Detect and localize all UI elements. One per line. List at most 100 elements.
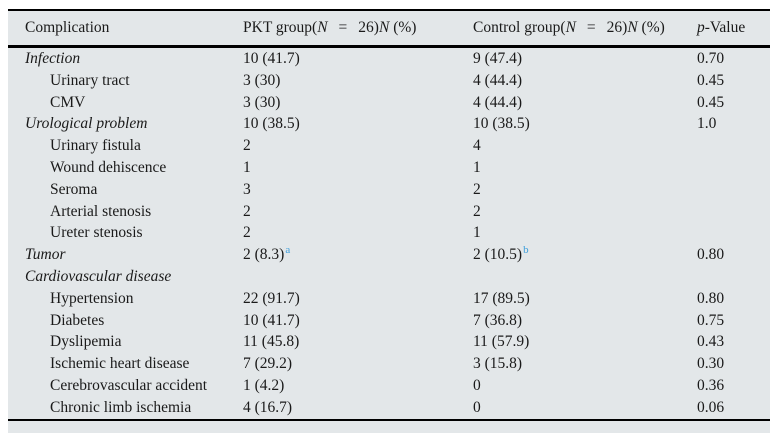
pkt-value: 10 (38.5) bbox=[243, 115, 300, 133]
header-pkt-text: PKT group( bbox=[243, 19, 318, 36]
pkt-cell: 3 (30) bbox=[243, 72, 473, 90]
complication-label: Urological problem bbox=[25, 115, 148, 133]
header-pkt-percent: (%) bbox=[389, 19, 417, 36]
header-p-rest: -Value bbox=[704, 19, 746, 36]
p-value: 1.0 bbox=[697, 115, 717, 133]
table-row: Diabetes 10 (41.7) 7 (36.8) 0.75 bbox=[8, 312, 770, 330]
table-row: Dyslipemia 11 (45.8) 11 (57.9) 0.43 bbox=[8, 333, 770, 351]
control-value: 4 (44.4) bbox=[473, 71, 523, 89]
pkt-value: 3 (30) bbox=[243, 93, 281, 111]
pkt-cell: 3 (30) bbox=[243, 94, 473, 112]
control-cell: 4 (44.4) bbox=[473, 72, 697, 90]
pkt-value: 2 (8.3) bbox=[243, 246, 285, 264]
control-cell: 0 bbox=[473, 377, 697, 395]
table-row: Arterial stenosis 2 2 bbox=[8, 203, 770, 221]
p-value: 0.80 bbox=[697, 289, 725, 307]
complication-cell: Urological problem bbox=[25, 115, 243, 133]
table-row: Hypertension 22 (91.7) 17 (89.5) 0.80 bbox=[8, 290, 770, 308]
p-value-cell: 0.06 bbox=[697, 399, 757, 417]
pkt-cell: 4 (16.7) bbox=[243, 399, 473, 417]
table-row: Urological problem 10 (38.5) 10 (38.5) 1… bbox=[8, 115, 770, 133]
control-cell: 2 bbox=[473, 203, 697, 221]
control-value: 9 (47.4) bbox=[473, 49, 523, 67]
complication-label: Urinary fistula bbox=[50, 137, 141, 155]
table-row: Cardiovascular disease bbox=[8, 268, 770, 286]
complication-label: Seroma bbox=[50, 180, 98, 198]
table-row: CMV 3 (30) 4 (44.4) 0.45 bbox=[8, 94, 770, 112]
header-complication: Complication bbox=[25, 19, 243, 37]
header-p-italic: p bbox=[697, 19, 705, 36]
pkt-cell: 1 (4.2) bbox=[243, 377, 473, 395]
table-row: Ureter stenosis 2 1 bbox=[8, 224, 770, 242]
table-row: Cerebrovascular accident 1 (4.2) 0 0.36 bbox=[8, 377, 770, 395]
complication-label: Cerebrovascular accident bbox=[50, 377, 208, 395]
p-value-cell: 0.45 bbox=[697, 72, 757, 90]
complication-cell: Chronic limb ischemia bbox=[25, 399, 243, 417]
complication-cell: Infection bbox=[25, 50, 243, 68]
footnote-marker: a bbox=[285, 244, 291, 257]
p-value-cell: 0.80 bbox=[697, 246, 757, 264]
pkt-cell: 11 (45.8) bbox=[243, 333, 473, 351]
pkt-cell: 1 bbox=[243, 159, 473, 177]
control-value: 3 (15.8) bbox=[473, 355, 523, 373]
complication-cell: Arterial stenosis bbox=[25, 203, 243, 221]
header-divider-rule bbox=[8, 45, 770, 48]
table-row: Seroma 3 2 bbox=[8, 181, 770, 199]
complication-label: Urinary tract bbox=[50, 71, 130, 89]
control-cell: 4 (44.4) bbox=[473, 94, 697, 112]
complication-label: Infection bbox=[25, 49, 81, 67]
complication-cell: Hypertension bbox=[25, 290, 243, 308]
complication-cell: Urinary tract bbox=[25, 72, 243, 90]
control-value: 4 bbox=[473, 137, 481, 155]
header-pkt-count: 26) bbox=[358, 19, 379, 36]
pkt-value: 2 bbox=[243, 202, 251, 220]
control-value: 10 (38.5) bbox=[473, 115, 530, 133]
pkt-value: 1 bbox=[243, 158, 251, 176]
control-value: 1 bbox=[473, 224, 481, 242]
table-row: Wound dehiscence 1 1 bbox=[8, 159, 770, 177]
p-value: 0.30 bbox=[697, 355, 725, 373]
complication-cell: Seroma bbox=[25, 181, 243, 199]
complication-cell: Ureter stenosis bbox=[25, 224, 243, 242]
footnote-marker: b bbox=[523, 244, 529, 257]
complication-label: Hypertension bbox=[50, 289, 134, 307]
header-pkt-equals: = bbox=[338, 19, 348, 36]
pkt-value: 4 (16.7) bbox=[243, 398, 293, 416]
header-control-equals: = bbox=[586, 19, 596, 36]
control-cell: 7 (36.8) bbox=[473, 312, 697, 330]
header-control-text: Control group( bbox=[473, 19, 566, 36]
bottom-rule bbox=[8, 419, 770, 421]
p-value: 0.75 bbox=[697, 311, 725, 329]
header-control-n: N bbox=[565, 19, 576, 36]
complication-label: Arterial stenosis bbox=[50, 202, 152, 220]
table-row: Urinary tract 3 (30) 4 (44.4) 0.45 bbox=[8, 72, 770, 90]
control-value: 2 bbox=[473, 180, 481, 198]
control-value: 7 (36.8) bbox=[473, 311, 523, 329]
control-cell: 17 (89.5) bbox=[473, 290, 697, 308]
header-pkt-n: N bbox=[317, 19, 328, 36]
complication-cell: Diabetes bbox=[25, 312, 243, 330]
p-value-cell: 0.36 bbox=[697, 377, 757, 395]
complication-label: Tumor bbox=[25, 246, 66, 264]
pkt-value: 11 (45.8) bbox=[243, 333, 300, 351]
pkt-value: 7 (29.2) bbox=[243, 355, 293, 373]
p-value-cell: 0.30 bbox=[697, 355, 757, 373]
pkt-value: 2 bbox=[243, 224, 251, 242]
table-body: Infection 10 (41.7) 9 (47.4) 0.70 Urinar… bbox=[8, 48, 770, 419]
control-value: 0 bbox=[473, 398, 481, 416]
p-value-cell: 1.0 bbox=[697, 115, 757, 133]
p-value-cell: 0.43 bbox=[697, 333, 757, 351]
pkt-cell: 10 (41.7) bbox=[243, 50, 473, 68]
p-value: 0.36 bbox=[697, 377, 725, 395]
p-value: 0.06 bbox=[697, 398, 725, 416]
pkt-cell bbox=[243, 268, 473, 286]
complication-label: Diabetes bbox=[50, 311, 105, 329]
p-value: 0.45 bbox=[697, 93, 725, 111]
table-row: Infection 10 (41.7) 9 (47.4) 0.70 bbox=[8, 50, 770, 68]
table-row: Chronic limb ischemia 4 (16.7) 0 0.06 bbox=[8, 399, 770, 417]
pkt-value: 10 (41.7) bbox=[243, 49, 300, 67]
control-value: 4 (44.4) bbox=[473, 93, 523, 111]
pkt-cell: 2 bbox=[243, 137, 473, 155]
control-value: 2 (10.5) bbox=[473, 246, 523, 264]
complication-cell: Urinary fistula bbox=[25, 137, 243, 155]
